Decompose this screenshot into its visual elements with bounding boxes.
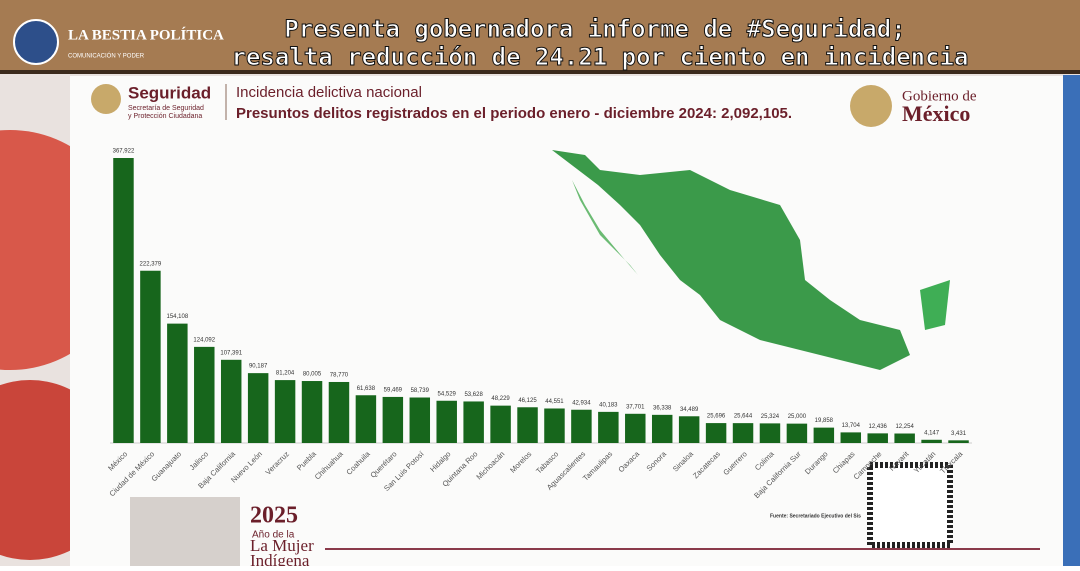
bar <box>678 416 700 443</box>
bar <box>382 396 404 443</box>
headline: resalta reducción de 24.21 por ciento en… <box>232 43 969 71</box>
value-label: 19,858 <box>815 418 834 424</box>
value-label: 90,187 <box>249 364 268 370</box>
chart-title: Incidencia delictiva nacional <box>236 84 422 101</box>
value-label: 81,204 <box>276 371 295 377</box>
bar <box>328 381 350 443</box>
bar <box>409 397 431 443</box>
value-label: 13,704 <box>842 423 861 429</box>
bar <box>786 423 808 443</box>
bar <box>759 423 781 443</box>
bar <box>113 158 134 443</box>
agency-sub: y Protección Ciudadana <box>128 113 202 120</box>
value-label: 124,092 <box>193 337 215 343</box>
decor <box>1063 75 1080 566</box>
value-label: 36,338 <box>653 405 672 411</box>
seal <box>850 85 892 127</box>
year-line: La Mujer <box>250 536 314 555</box>
year: 2025 <box>250 503 298 529</box>
bar <box>571 409 592 443</box>
map <box>552 150 910 370</box>
qr-code <box>867 462 953 548</box>
bar <box>247 373 269 443</box>
value-label: 78,770 <box>330 373 349 379</box>
brand-logo <box>13 19 59 65</box>
value-label: 44,551 <box>545 399 564 405</box>
bar <box>220 359 242 443</box>
banner <box>0 0 1080 74</box>
value-label: 80,005 <box>303 372 322 378</box>
value-label: 154,108 <box>166 314 188 320</box>
year-sub: Año de la <box>252 530 295 541</box>
year-line: Indígena <box>250 551 310 566</box>
value-label: 54,529 <box>438 391 457 397</box>
value-label: 25,696 <box>707 414 726 420</box>
bar <box>651 414 673 443</box>
bar <box>194 346 215 443</box>
value-label: 61,638 <box>357 386 376 392</box>
agency-sub: Secretaría de Seguridad <box>128 105 204 112</box>
bar <box>840 432 862 443</box>
bar <box>463 401 484 443</box>
bar <box>894 433 915 443</box>
value-label: 37,701 <box>626 404 645 410</box>
source: Fuente: Secretariado Ejecutivo del Sis <box>770 513 861 519</box>
value-label: 42,934 <box>572 400 591 406</box>
brand: LA BESTIA POLÍTICA <box>68 26 224 43</box>
value-label: 222,379 <box>140 261 162 267</box>
bar <box>517 407 538 443</box>
value-label: 46,125 <box>518 398 537 404</box>
brand-tagline: COMUNICACIÓN Y PODER <box>68 53 145 60</box>
value-label: 12,436 <box>869 424 888 430</box>
value-label: 25,324 <box>761 414 780 420</box>
value-label: 4,147 <box>924 430 940 436</box>
bar <box>301 381 323 443</box>
bar <box>544 408 565 443</box>
illustration <box>130 497 240 566</box>
gov: Gobierno de <box>902 88 977 104</box>
bar <box>140 270 161 443</box>
agency: Seguridad <box>128 83 211 102</box>
value-label: 12,254 <box>895 424 914 430</box>
value-label: 59,469 <box>384 388 403 394</box>
value-label: 107,391 <box>220 350 242 356</box>
banner-edge <box>0 70 1080 74</box>
bar <box>355 395 377 443</box>
chart-subtitle: Presuntos delitos registrados en el peri… <box>236 105 792 122</box>
value-label: 48,229 <box>491 396 510 402</box>
bar <box>867 433 888 443</box>
bar <box>732 423 754 443</box>
value-label: 25,644 <box>734 414 753 420</box>
bar <box>598 411 619 443</box>
value-label: 34,489 <box>680 407 699 413</box>
seal <box>91 84 121 114</box>
bar <box>813 427 835 443</box>
bar <box>436 400 457 443</box>
value-label: 25,000 <box>788 414 807 420</box>
value-label: 3,431 <box>951 431 967 437</box>
headline: Presenta gobernadora informe de #Segurid… <box>284 15 905 43</box>
value-label: 367,922 <box>113 149 135 155</box>
value-label: 53,628 <box>464 392 483 398</box>
bar <box>625 413 646 443</box>
value-label: 40,183 <box>599 402 618 408</box>
bar <box>948 440 969 443</box>
bar <box>705 423 727 443</box>
map <box>920 280 950 330</box>
gov: México <box>902 101 970 126</box>
bar <box>921 439 942 443</box>
value-label: 58,739 <box>411 388 430 394</box>
bar <box>167 323 188 443</box>
bar <box>274 380 296 443</box>
bar <box>490 405 511 443</box>
